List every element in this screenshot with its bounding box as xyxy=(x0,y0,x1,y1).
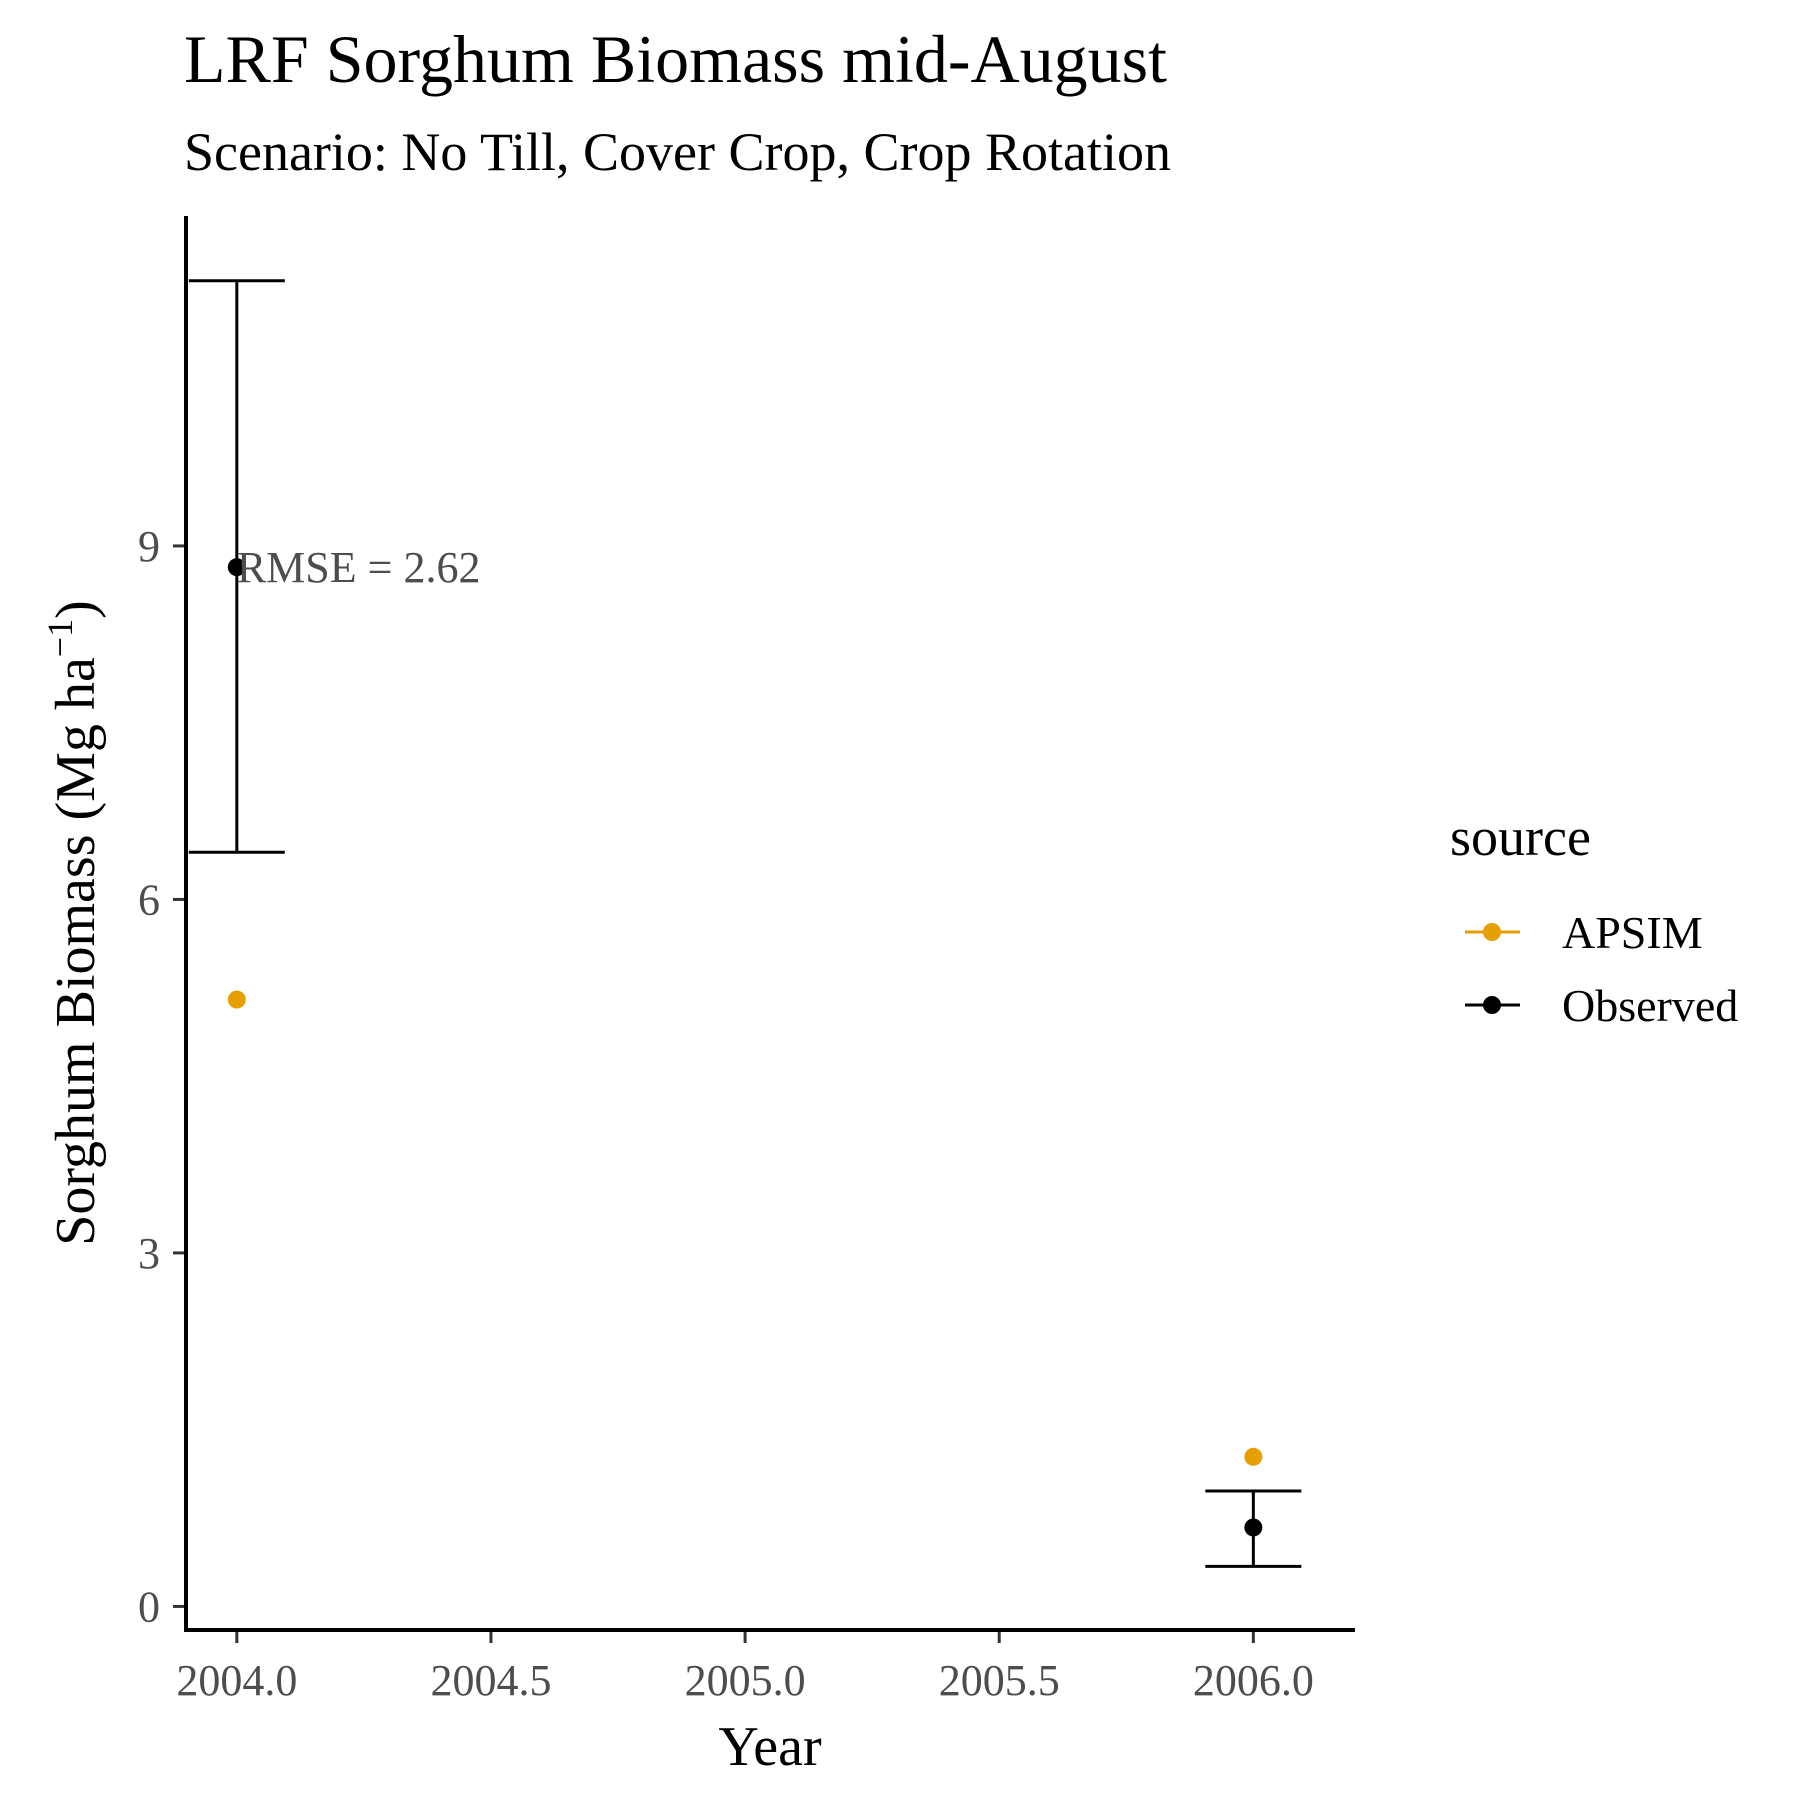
x-tick-label: 2004.0 xyxy=(176,1656,297,1705)
y-axis-title-superscript: −1 xyxy=(40,619,80,657)
plot-area: RMSE = 2.62 xyxy=(188,279,1302,1568)
y-axis-title-close: ) xyxy=(45,600,107,619)
x-axis-ticks: 2004.0 2004.5 2005.0 2005.5 2006.0 xyxy=(176,1632,1314,1705)
legend-key-point-apsim xyxy=(1483,923,1501,941)
rmse-annotation: RMSE = 2.62 xyxy=(237,543,481,592)
y-tick-label: 0 xyxy=(138,1582,160,1631)
y-axis-ticks: 0 3 6 9 xyxy=(138,522,184,1631)
apsim-point xyxy=(227,990,246,1009)
legend-key-point-observed xyxy=(1483,996,1501,1014)
x-tick-label: 2006.0 xyxy=(1193,1656,1314,1705)
y-tick-label: 3 xyxy=(138,1229,160,1278)
observed-point xyxy=(227,558,246,577)
chart-subtitle: Scenario: No Till, Cover Crop, Crop Rota… xyxy=(184,122,1171,182)
x-axis-title: Year xyxy=(718,1716,822,1778)
legend-entries: APSIM Observed xyxy=(1465,907,1738,1031)
y-tick-label: 6 xyxy=(138,875,160,924)
legend-title: source xyxy=(1450,807,1591,867)
y-tick-label: 9 xyxy=(138,522,160,571)
legend-label-apsim: APSIM xyxy=(1562,907,1703,958)
chart-title: LRF Sorghum Biomass mid-August xyxy=(184,21,1167,97)
legend: source APSIM Observed xyxy=(1450,807,1738,1031)
apsim-point xyxy=(1244,1447,1263,1466)
legend-label-observed: Observed xyxy=(1562,980,1738,1031)
observed-point xyxy=(1244,1518,1263,1537)
x-tick-label: 2005.0 xyxy=(685,1656,806,1705)
y-axis-title: Sorghum Biomass (Mg ha−1) xyxy=(40,600,107,1246)
y-axis-title-main: Sorghum Biomass (Mg ha xyxy=(45,657,107,1246)
x-tick-label: 2005.5 xyxy=(939,1656,1060,1705)
x-tick-label: 2004.5 xyxy=(430,1656,551,1705)
